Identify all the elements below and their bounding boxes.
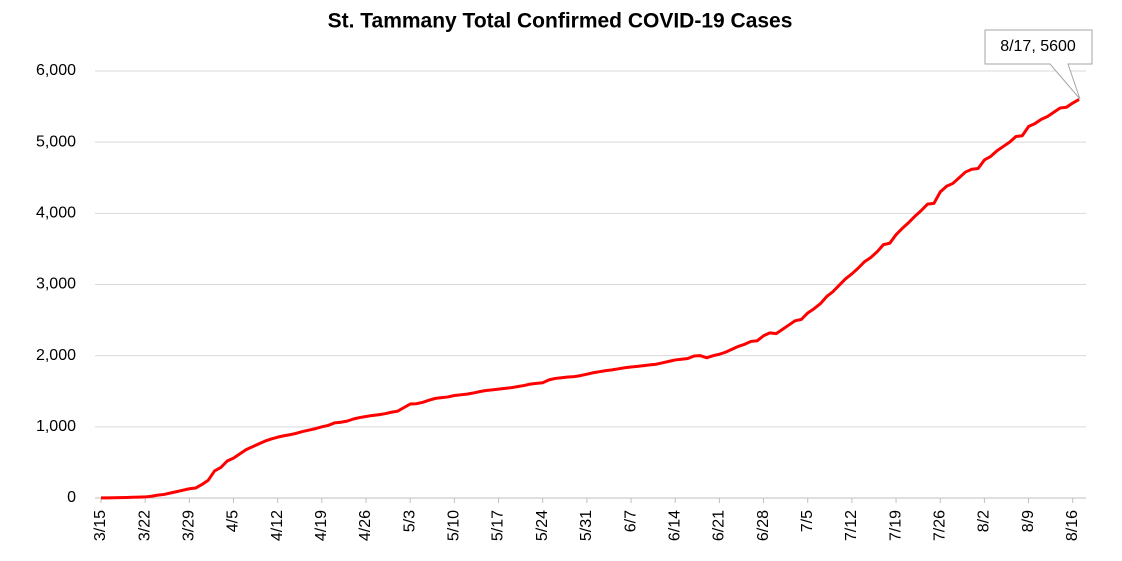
y-tick-label: 2,000 (36, 347, 76, 364)
y-tick-label: 1,000 (36, 418, 76, 435)
x-tick-label: 6/7 (622, 510, 639, 532)
x-tick-label: 3/22 (136, 510, 153, 541)
x-tick-label: 7/5 (799, 510, 816, 532)
y-tick-label: 6,000 (36, 62, 76, 79)
y-tick-label: 0 (67, 489, 76, 506)
x-tick-label: 8/16 (1064, 510, 1081, 541)
x-tick-label: 4/5 (225, 510, 242, 532)
annotation-box (984, 29, 1093, 100)
x-tick-label: 6/28 (755, 510, 772, 541)
y-tick-label: 4,000 (36, 205, 76, 222)
x-tick-label: 7/19 (887, 510, 904, 541)
annotation: 8/17, 5600 (984, 29, 1093, 100)
x-tick-label: 5/24 (534, 510, 551, 541)
x-tick-label: 5/10 (446, 510, 463, 541)
y-tick-label: 3,000 (36, 276, 76, 293)
x-tick-label: 6/21 (711, 510, 728, 541)
x-tick-label: 3/29 (181, 510, 198, 541)
chart-title: St. Tammany Total Confirmed COVID-19 Cas… (328, 10, 793, 33)
x-tick-label: 8/9 (1020, 510, 1037, 532)
x-tick-label: 7/12 (843, 510, 860, 541)
annotation-text: 8/17, 5600 (1000, 38, 1076, 55)
x-tick-label: 7/26 (931, 510, 948, 541)
x-tick-label: 4/26 (357, 510, 374, 541)
x-tick-label: 5/17 (490, 510, 507, 541)
x-tick-label: 3/15 (92, 510, 109, 541)
x-tick-label: 5/31 (578, 510, 595, 541)
y-tick-label: 5,000 (36, 133, 76, 150)
x-tick-label: 6/14 (666, 510, 683, 541)
x-tick-label: 8/2 (976, 510, 993, 532)
x-tick-label: 5/3 (401, 510, 418, 532)
x-tick-label: 4/19 (313, 510, 330, 541)
data-line (100, 98, 1080, 500)
x-tick-label: 4/12 (269, 510, 286, 541)
